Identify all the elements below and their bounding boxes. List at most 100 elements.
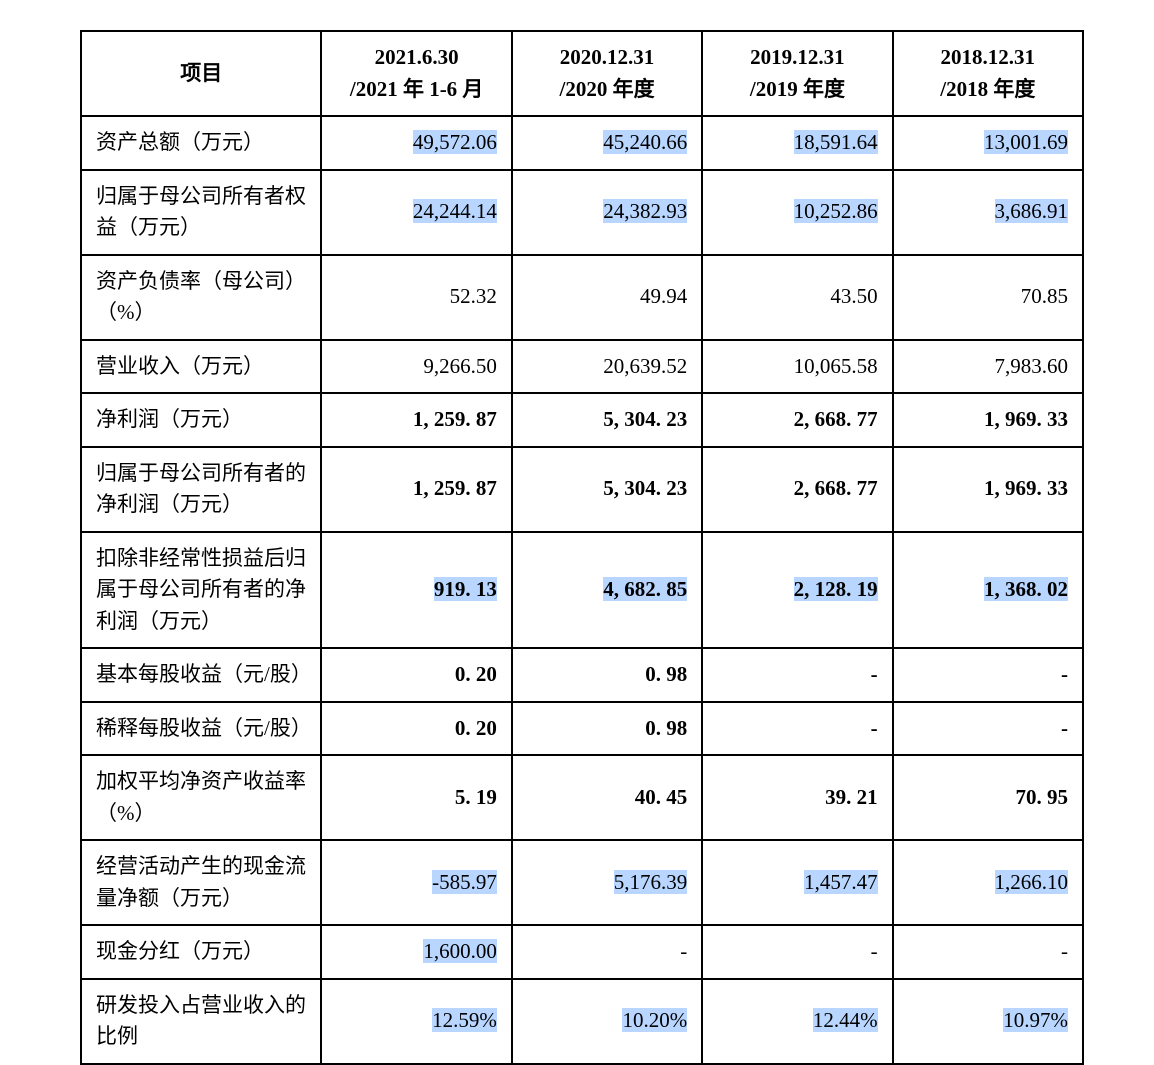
col-header-1: 2021.6.30 /2021 年 1-6 月	[321, 31, 511, 116]
cell-value-text: 1, 259. 87	[413, 476, 497, 500]
col-header-3: 2019.12.31 /2019 年度	[702, 31, 892, 116]
cell-value-text: 45,240.66	[603, 130, 687, 154]
table-row: 净利润（万元）1, 259. 875, 304. 232, 668. 771, …	[81, 393, 1083, 447]
cell-value: 10,252.86	[702, 170, 892, 255]
col-header-0-line1: 项目	[96, 58, 306, 90]
cell-value-text: 39. 21	[825, 785, 878, 809]
cell-value: 43.50	[702, 255, 892, 340]
cell-value: -	[893, 648, 1083, 702]
table-row: 现金分红（万元） 1,600.00 - - -	[81, 925, 1083, 979]
cell-value-text: -	[1061, 716, 1068, 740]
col-header-4-line1: 2018.12.31	[908, 42, 1068, 74]
cell-value: 18,591.64	[702, 116, 892, 170]
cell-value-text: -	[1061, 662, 1068, 686]
cell-value-text: 10.97%	[1003, 1008, 1068, 1032]
row-label: 归属于母公司所有者的净利润（万元）	[81, 447, 321, 532]
cell-value: -	[702, 648, 892, 702]
cell-value: -	[893, 925, 1083, 979]
financial-table-container: 项目 2021.6.30 /2021 年 1-6 月 2020.12.31 /2…	[80, 30, 1084, 1065]
cell-value: 1,266.10	[893, 840, 1083, 925]
row-label: 扣除非经常性损益后归属于母公司所有者的净利润（万元）	[81, 532, 321, 649]
cell-value: 12.44%	[702, 979, 892, 1064]
cell-value: 20,639.52	[512, 340, 702, 394]
cell-value: 70. 95	[893, 755, 1083, 840]
cell-value: 1, 259. 87	[321, 447, 511, 532]
cell-value: 1,457.47	[702, 840, 892, 925]
col-header-0: 项目	[81, 31, 321, 116]
cell-value: 5. 19	[321, 755, 511, 840]
table-head: 项目 2021.6.30 /2021 年 1-6 月 2020.12.31 /2…	[81, 31, 1083, 116]
cell-value: 0. 98	[512, 648, 702, 702]
cell-value: 39. 21	[702, 755, 892, 840]
cell-value: -	[512, 925, 702, 979]
cell-value-text: -	[680, 939, 687, 963]
cell-value-text: 919. 13	[434, 577, 497, 601]
cell-value-text: 1,266.10	[995, 870, 1069, 894]
table-row: 资产总额（万元） 49,572.06 45,240.66 18,591.64 13,00…	[81, 116, 1083, 170]
cell-value: 1, 259. 87	[321, 393, 511, 447]
financial-table: 项目 2021.6.30 /2021 年 1-6 月 2020.12.31 /2…	[80, 30, 1084, 1065]
row-label: 资产总额（万元）	[81, 116, 321, 170]
cell-value: 10.97%	[893, 979, 1083, 1064]
row-label: 归属于母公司所有者权益（万元）	[81, 170, 321, 255]
cell-value: 40. 45	[512, 755, 702, 840]
cell-value-text: 5, 304. 23	[603, 476, 687, 500]
row-label: 经营活动产生的现金流量净额（万元）	[81, 840, 321, 925]
cell-value-text: 49,572.06	[413, 130, 497, 154]
table-row: 经营活动产生的现金流量净额（万元）-585.975,176.391,457.47…	[81, 840, 1083, 925]
cell-value: 52.32	[321, 255, 511, 340]
row-label: 基本每股收益（元/股）	[81, 648, 321, 702]
cell-value: 0. 20	[321, 648, 511, 702]
cell-value: 49.94	[512, 255, 702, 340]
col-header-2-line1: 2020.12.31	[527, 42, 687, 74]
cell-value: -	[893, 702, 1083, 756]
table-body: 资产总额（万元） 49,572.06 45,240.66 18,591.64 13,00…	[81, 116, 1083, 1064]
cell-value: 0. 98	[512, 702, 702, 756]
cell-value-text: 1, 969. 33	[984, 407, 1068, 431]
cell-value-text: 1, 368. 02	[984, 577, 1068, 601]
cell-value-text: 7,983.60	[995, 354, 1069, 378]
cell-value: 5,176.39	[512, 840, 702, 925]
table-row: 扣除非经常性损益后归属于母公司所有者的净利润（万元） 919. 13 4, 682.…	[81, 532, 1083, 649]
cell-value: 45,240.66	[512, 116, 702, 170]
col-header-4: 2018.12.31 /2018 年度	[893, 31, 1083, 116]
cell-value-text: 0. 20	[455, 662, 497, 686]
cell-value: 13,001.69	[893, 116, 1083, 170]
col-header-3-line1: 2019.12.31	[717, 42, 877, 74]
cell-value: 2, 668. 77	[702, 447, 892, 532]
table-row: 稀释每股收益（元/股）0. 200. 98--	[81, 702, 1083, 756]
col-header-4-line2: /2018 年度	[908, 74, 1068, 106]
cell-value-text: 0. 98	[645, 662, 687, 686]
cell-value-text: 2, 128. 19	[794, 577, 878, 601]
cell-value-text: 5, 304. 23	[603, 407, 687, 431]
cell-value: 10.20%	[512, 979, 702, 1064]
cell-value-text: 24,382.93	[603, 199, 687, 223]
cell-value: 5, 304. 23	[512, 447, 702, 532]
cell-value-text: 1,600.00	[423, 939, 497, 963]
cell-value-text: 24,244.14	[413, 199, 497, 223]
row-label: 现金分红（万元）	[81, 925, 321, 979]
cell-value: 1, 969. 33	[893, 393, 1083, 447]
table-row: 归属于母公司所有者的净利润（万元） 1, 259. 87 5, 304. 23 2, …	[81, 447, 1083, 532]
cell-value-text: -	[871, 716, 878, 740]
table-header-row: 项目 2021.6.30 /2021 年 1-6 月 2020.12.31 /2…	[81, 31, 1083, 116]
cell-value-text: -	[1061, 939, 1068, 963]
row-label: 资产负债率（母公司）（%）	[81, 255, 321, 340]
cell-value-text: -	[871, 939, 878, 963]
cell-value-text: 20,639.52	[603, 354, 687, 378]
cell-value-text: 10,065.58	[794, 354, 878, 378]
cell-value: 24,244.14	[321, 170, 511, 255]
cell-value-text: 13,001.69	[984, 130, 1068, 154]
table-row: 营业收入（万元）9,266.5020,639.5210,065.587,983.…	[81, 340, 1083, 394]
cell-value: 1,600.00	[321, 925, 511, 979]
cell-value-text: 5,176.39	[614, 870, 688, 894]
cell-value: -	[702, 702, 892, 756]
cell-value-text: 1,457.47	[804, 870, 878, 894]
cell-value: 10,065.58	[702, 340, 892, 394]
cell-value-text: 43.50	[830, 284, 877, 308]
cell-value: 4, 682. 85	[512, 532, 702, 649]
cell-value-text: 40. 45	[635, 785, 688, 809]
cell-value-text: 2, 668. 77	[794, 407, 878, 431]
col-header-3-line2: /2019 年度	[717, 74, 877, 106]
cell-value-text: 12.59%	[432, 1008, 497, 1032]
